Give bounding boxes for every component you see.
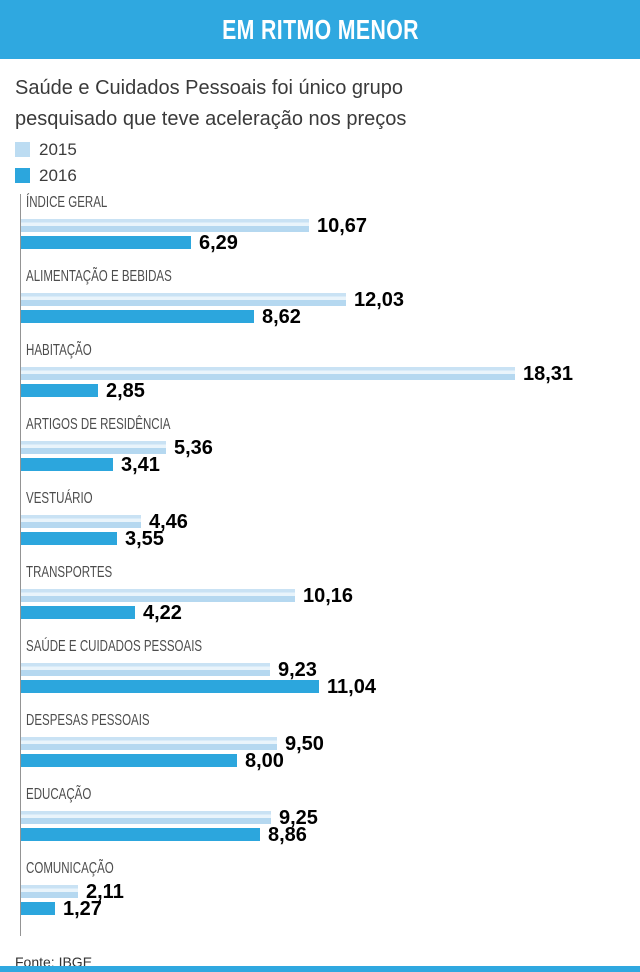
value-label: 8,00 <box>245 749 284 772</box>
bar-2015 <box>21 441 166 454</box>
bar-group: SAÚDE E CUIDADOS PESSOAIS 9,23 11,04 <box>21 638 640 698</box>
value-label: 2,11 <box>86 880 124 903</box>
legend-item-2015: 2015 <box>15 140 640 159</box>
bar-2015 <box>21 293 346 306</box>
legend-label: 2016 <box>39 166 77 185</box>
category-label: VESTUÁRIO <box>26 490 93 507</box>
value-label: 4,22 <box>143 601 182 624</box>
bar-row-2015: 5,36 <box>21 436 640 459</box>
chart-subtitle: Saúde e Cuidados Pessoais foi único grup… <box>15 77 407 130</box>
legend-swatch-2015 <box>15 142 30 157</box>
bar-2016 <box>21 532 117 545</box>
value-label: 1,27 <box>63 897 102 920</box>
bar-row-2016: 1,27 <box>21 897 640 920</box>
bar-group: ÍNDICE GERAL 10,67 6,29 <box>21 194 640 254</box>
value-label: 3,41 <box>121 453 160 476</box>
bar-row-2016: 6,29 <box>21 231 640 254</box>
legend-item-2016: 2016 <box>15 166 640 185</box>
category-label: COMUNICAÇÃO <box>26 860 114 877</box>
bar-2016 <box>21 680 319 693</box>
value-label: 9,25 <box>279 806 318 829</box>
bar-row-2016: 3,55 <box>21 527 640 550</box>
bar-group: TRANSPORTES 10,16 4,22 <box>21 564 640 624</box>
bar-row-2015: 10,16 <box>21 584 640 607</box>
legend-swatch-2016 <box>15 168 30 183</box>
bar-2016 <box>21 828 260 841</box>
legend: 2015 2016 <box>15 140 640 185</box>
bar-group: ARTIGOS DE RESIDÊNCIA 5,36 3,41 <box>21 416 640 476</box>
bar-2015 <box>21 515 141 528</box>
header-band: EM RITMO MENOR <box>0 0 640 59</box>
bar-2016 <box>21 384 98 397</box>
bar-row-2015: 9,50 <box>21 732 640 755</box>
category-label: TRANSPORTES <box>26 564 113 581</box>
value-label: 2,85 <box>106 379 145 402</box>
bar-2016 <box>21 236 191 249</box>
bar-row-2015: 9,23 <box>21 658 640 681</box>
bar-2015 <box>21 737 277 750</box>
value-label: 11,04 <box>327 675 376 698</box>
value-label: 9,23 <box>278 658 317 681</box>
bar-2015 <box>21 885 78 898</box>
bar-row-2016: 3,41 <box>21 453 640 476</box>
value-label: 10,67 <box>317 214 368 237</box>
value-label: 5,36 <box>174 436 213 459</box>
value-label: 10,16 <box>303 584 354 607</box>
bar-2016 <box>21 902 55 915</box>
bar-2016 <box>21 458 113 471</box>
bar-group: HABITAÇÃO 18,31 2,85 <box>21 342 640 402</box>
bottom-accent-bar <box>0 966 640 972</box>
value-label: 6,29 <box>199 231 238 254</box>
category-label: DESPESAS PESSOAIS <box>26 712 150 729</box>
bar-2016 <box>21 606 135 619</box>
value-label: 4,46 <box>149 510 188 533</box>
bar-row-2015: 9,25 <box>21 806 640 829</box>
bar-2015 <box>21 367 515 380</box>
bar-group: COMUNICAÇÃO 2,11 1,27 <box>21 860 640 920</box>
page-title: EM RITMO MENOR <box>221 13 419 45</box>
category-label: ÍNDICE GERAL <box>26 194 108 211</box>
bar-group: VESTUÁRIO 4,46 3,55 <box>21 490 640 550</box>
bar-row-2015: 4,46 <box>21 510 640 533</box>
bar-group: DESPESAS PESSOAIS 9,50 8,00 <box>21 712 640 772</box>
bar-row-2016: 8,00 <box>21 749 640 772</box>
value-label: 8,86 <box>268 823 307 846</box>
bar-row-2015: 12,03 <box>21 288 640 311</box>
bar-2015 <box>21 219 309 232</box>
category-label: ARTIGOS DE RESIDÊNCIA <box>26 416 171 433</box>
bar-2016 <box>21 310 254 323</box>
bar-2015 <box>21 589 295 602</box>
category-label: ALIMENTAÇÃO E BEBIDAS <box>26 268 172 285</box>
bar-row-2015: 10,67 <box>21 214 640 237</box>
bar-row-2016: 8,86 <box>21 823 640 846</box>
category-label: HABITAÇÃO <box>26 342 92 359</box>
bar-row-2016: 4,22 <box>21 601 640 624</box>
category-label: SAÚDE E CUIDADOS PESSOAIS <box>26 638 203 655</box>
bar-row-2016: 8,62 <box>21 305 640 328</box>
bar-2015 <box>21 811 271 824</box>
category-label: EDUCAÇÃO <box>26 786 92 803</box>
bar-row-2016: 2,85 <box>21 379 640 402</box>
bar-2015 <box>21 663 270 676</box>
value-label: 18,31 <box>523 362 574 385</box>
value-label: 8,62 <box>262 305 301 328</box>
legend-label: 2015 <box>39 140 77 159</box>
bar-group: EDUCAÇÃO 9,25 8,86 <box>21 786 640 846</box>
bar-row-2015: 2,11 <box>21 880 640 903</box>
value-label: 3,55 <box>125 527 164 550</box>
value-label: 9,50 <box>285 732 324 755</box>
bar-row-2016: 11,04 <box>21 675 640 698</box>
bar-chart: ÍNDICE GERAL 10,67 6,29 ALIMENTAÇÃO E BEBID… <box>20 194 640 936</box>
bar-row-2015: 18,31 <box>21 362 640 385</box>
bar-2016 <box>21 754 237 767</box>
bar-group: ALIMENTAÇÃO E BEBIDAS 12,03 8,62 <box>21 268 640 328</box>
value-label: 12,03 <box>354 288 405 311</box>
